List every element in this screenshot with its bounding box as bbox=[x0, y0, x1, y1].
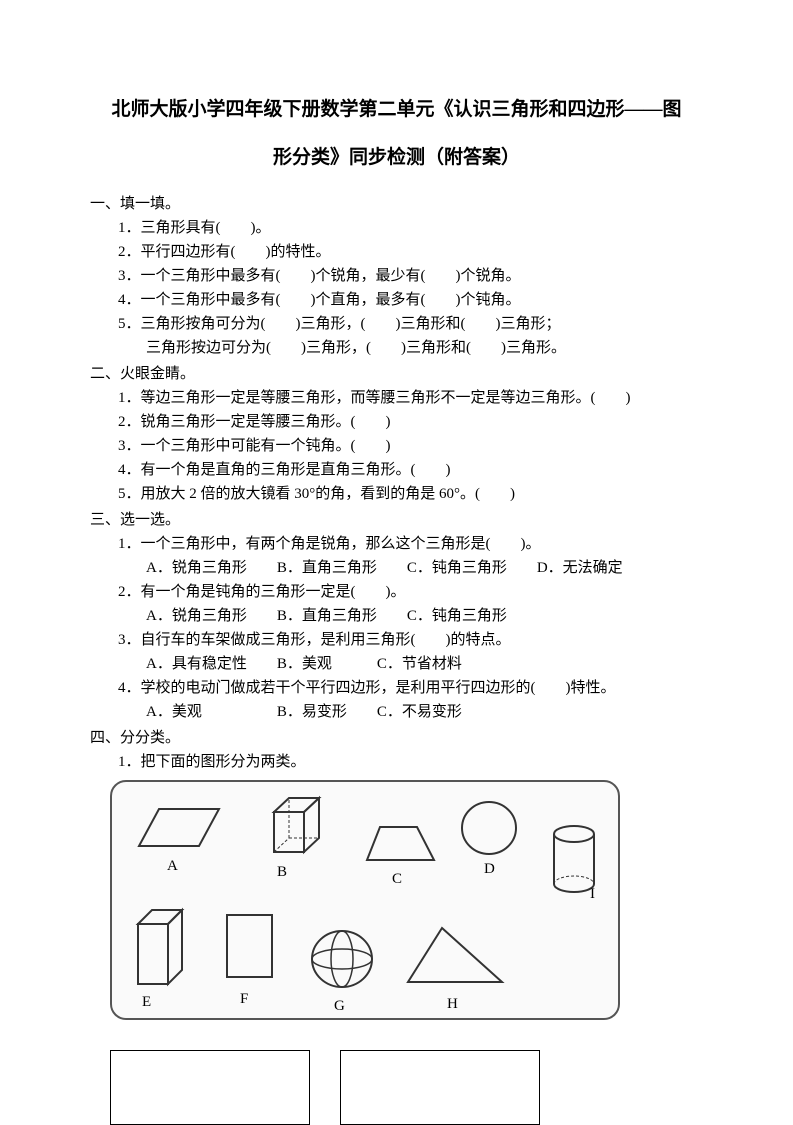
title-line-2: 形分类》同步检测（附答案） bbox=[90, 143, 703, 173]
section-2-heading: 二、火眼金睛。 bbox=[90, 362, 703, 386]
label-d: D bbox=[484, 857, 495, 881]
s2-q4: 4．有一个角是直角的三角形是直角三角形。( ) bbox=[90, 458, 703, 482]
shape-trapezoid-icon bbox=[362, 822, 442, 867]
s3-q4-options: A．美观 B．易变形 C．不易变形 bbox=[90, 700, 703, 724]
s2-q3: 3．一个三角形中可能有一个钝角。( ) bbox=[90, 434, 703, 458]
s1-q1: 1．三角形具有( )。 bbox=[90, 216, 703, 240]
s2-q2: 2．锐角三角形一定是等腰三角形。( ) bbox=[90, 410, 703, 434]
shape-sphere-icon bbox=[307, 927, 377, 992]
label-a: A bbox=[167, 854, 178, 878]
s3-q4: 4．学校的电动门做成若干个平行四边形，是利用平行四边形的( )特性。 bbox=[90, 676, 703, 700]
label-e: E bbox=[142, 990, 151, 1014]
label-h: H bbox=[447, 992, 458, 1016]
s3-q2: 2．有一个角是钝角的三角形一定是( )。 bbox=[90, 580, 703, 604]
s2-q5: 5．用放大 2 倍的放大镜看 30°的角，看到的角是 60°。( ) bbox=[90, 482, 703, 506]
s1-q2: 2．平行四边形有( )的特性。 bbox=[90, 240, 703, 264]
s3-q3-options: A．具有稳定性 B．美观 C．节省材料 bbox=[90, 652, 703, 676]
label-b: B bbox=[277, 860, 287, 884]
shapes-figure: A B C D I E F G bbox=[110, 780, 620, 1020]
answer-boxes-container bbox=[110, 1050, 703, 1125]
section-1-heading: 一、填一填。 bbox=[90, 192, 703, 216]
label-c: C bbox=[392, 867, 402, 891]
s4-q1: 1．把下面的图形分为两类。 bbox=[90, 750, 703, 774]
shape-triangle-icon bbox=[402, 922, 512, 992]
shape-cuboid-icon bbox=[130, 902, 200, 992]
s3-q2-options: A．锐角三角形 B．直角三角形 C．钝角三角形 bbox=[90, 604, 703, 628]
s3-q1-options: A．锐角三角形 B．直角三角形 C．钝角三角形 D．无法确定 bbox=[90, 556, 703, 580]
s3-q3: 3．自行车的车架做成三角形，是利用三角形( )的特点。 bbox=[90, 628, 703, 652]
shape-rectangle-icon bbox=[222, 910, 282, 985]
section-3-heading: 三、选一选。 bbox=[90, 508, 703, 532]
shape-parallelogram-icon bbox=[134, 804, 224, 854]
shape-cube-icon bbox=[262, 792, 337, 862]
s1-q5: 5．三角形按角可分为( )三角形，( )三角形和( )三角形； bbox=[90, 312, 703, 336]
s3-q1: 1．一个三角形中，有两个角是锐角，那么这个三角形是( )。 bbox=[90, 532, 703, 556]
s2-q1: 1．等边三角形一定是等腰三角形，而等腰三角形不一定是等边三角形。( ) bbox=[90, 386, 703, 410]
label-i: I bbox=[590, 882, 595, 906]
shape-ellipse-icon bbox=[457, 798, 522, 858]
label-g: G bbox=[334, 994, 345, 1018]
title-line-1: 北师大版小学四年级下册数学第二单元《认识三角形和四边形——图 bbox=[90, 95, 703, 125]
section-4-heading: 四、分分类。 bbox=[90, 726, 703, 750]
s1-q4: 4．一个三角形中最多有( )个直角，最多有( )个钝角。 bbox=[90, 288, 703, 312]
label-f: F bbox=[240, 987, 248, 1011]
s1-q5b: 三角形按边可分为( )三角形，( )三角形和( )三角形。 bbox=[90, 336, 703, 360]
answer-box-2 bbox=[340, 1050, 540, 1125]
s1-q3: 3．一个三角形中最多有( )个锐角，最少有( )个锐角。 bbox=[90, 264, 703, 288]
answer-box-1 bbox=[110, 1050, 310, 1125]
